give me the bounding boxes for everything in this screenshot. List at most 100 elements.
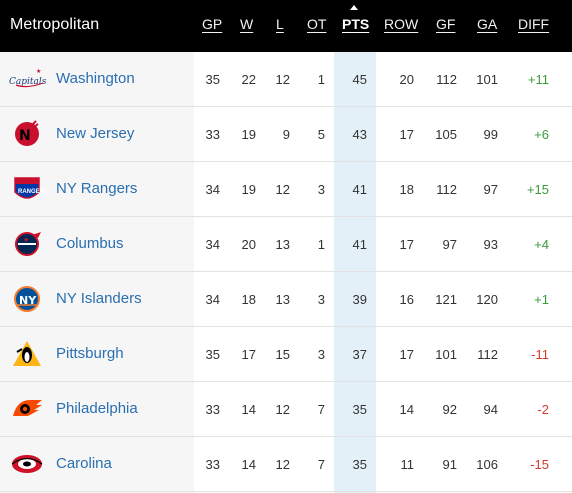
cell-w: 14 (241, 402, 256, 417)
table-row: ★ Columbus 34 20 13 1 41 17 97 93 +4 (0, 217, 572, 272)
team-name-link[interactable]: NY Rangers (56, 180, 138, 197)
cell-pts: 37 (352, 347, 367, 362)
cell-diff: +4 (534, 237, 549, 252)
cell-ot: 1 (317, 72, 325, 87)
team-name-link[interactable]: Washington (56, 70, 135, 87)
cell-gf: 97 (442, 237, 457, 252)
cell-l: 13 (275, 237, 290, 252)
col-header-row[interactable]: ROW (384, 16, 419, 32)
cell-ot: 3 (317, 347, 325, 362)
cell-gp: 34 (205, 292, 220, 307)
cell-pts: 41 (352, 237, 367, 252)
cell-diff: +15 (526, 182, 549, 197)
svg-text:★: ★ (36, 68, 41, 75)
cell-gp: 35 (205, 72, 220, 87)
cell-gf: 112 (436, 72, 457, 87)
cell-ga: 101 (476, 72, 498, 87)
cell-diff: +11 (527, 72, 549, 87)
cell-l: 12 (275, 402, 290, 417)
pts-column-highlight (334, 52, 376, 493)
cell-ga: 99 (483, 127, 498, 142)
cell-gp: 33 (205, 127, 220, 142)
cell-w: 17 (241, 347, 256, 362)
svg-text:Capitals: Capitals (9, 77, 46, 87)
penguins-logo-icon[interactable] (8, 339, 46, 369)
cell-pts: 41 (352, 182, 367, 197)
col-header-ot[interactable]: OT (307, 16, 327, 32)
cell-ga: 106 (476, 457, 498, 472)
cell-gp: 33 (205, 402, 220, 417)
cell-diff: +6 (534, 127, 549, 142)
cell-pts: 45 (352, 72, 367, 87)
cell-gp: 34 (205, 237, 220, 252)
team-name-link[interactable]: New Jersey (56, 125, 135, 142)
table-row: Philadelphia 33 14 12 7 35 14 92 94 -2 (0, 382, 572, 437)
cell-row: 18 (399, 182, 414, 197)
capitals-logo-icon[interactable]: Capitals ★ (8, 64, 47, 94)
cell-ot: 3 (317, 182, 325, 197)
cell-ga: 97 (483, 182, 498, 197)
cell-diff: -11 (531, 347, 549, 362)
islanders-logo-icon[interactable]: NY (8, 284, 46, 314)
cell-gp: 33 (205, 457, 220, 472)
col-header-pts-label: PTS (342, 16, 370, 32)
col-header-pts[interactable]: PTS (342, 16, 369, 32)
cell-gp: 34 (205, 182, 220, 197)
cell-gf: 105 (435, 127, 457, 142)
cell-l: 13 (275, 292, 290, 307)
col-header-diff[interactable]: DIFF (518, 16, 550, 32)
cell-l: 15 (275, 347, 290, 362)
cell-ot: 7 (317, 457, 325, 472)
cell-gf: 92 (442, 402, 457, 417)
cell-row: 17 (399, 127, 414, 142)
cell-gf: 121 (435, 292, 457, 307)
cell-row: 17 (399, 237, 414, 252)
svg-text:RANGERS: RANGERS (18, 189, 46, 195)
rangers-logo-icon[interactable]: RANGERS (8, 174, 48, 204)
cell-w: 19 (241, 182, 256, 197)
cell-l: 12 (275, 457, 290, 472)
cell-w: 20 (241, 237, 256, 252)
cell-gf: 101 (435, 347, 457, 362)
hurricanes-logo-icon[interactable] (8, 449, 46, 479)
team-name-link[interactable]: NY Islanders (56, 290, 142, 307)
table-row: Pittsburgh 35 17 15 3 37 17 101 112 -11 (0, 327, 572, 382)
team-name-link[interactable]: Philadelphia (56, 400, 138, 417)
table-row: NY NY Islanders 34 18 13 3 39 16 121 120 +1 (0, 272, 572, 327)
cell-w: 18 (241, 292, 256, 307)
cell-pts: 43 (352, 127, 367, 142)
svg-text:N: N (19, 128, 31, 144)
cell-ga: 120 (476, 292, 498, 307)
cell-l: 9 (282, 127, 290, 142)
table-header: Metropolitan GP W L OT PTS ROW GF GA DIF… (0, 0, 572, 52)
cell-row: 11 (400, 457, 415, 472)
cell-w: 19 (241, 127, 256, 142)
svg-text:NY: NY (19, 294, 37, 307)
col-header-gf[interactable]: GF (436, 16, 456, 32)
cell-gp: 35 (205, 347, 220, 362)
col-header-l[interactable]: L (276, 16, 284, 32)
team-name-link[interactable]: Carolina (56, 455, 112, 472)
team-name-link[interactable]: Pittsburgh (56, 345, 124, 362)
cell-ga: 112 (477, 347, 498, 362)
devils-logo-icon[interactable]: N (8, 119, 46, 149)
cell-row: 14 (399, 402, 414, 417)
col-header-w[interactable]: W (240, 16, 254, 32)
cell-l: 12 (275, 182, 290, 197)
division-title: Metropolitan (10, 16, 100, 33)
cell-ot: 1 (317, 237, 325, 252)
cell-gf: 91 (442, 457, 457, 472)
cell-pts: 35 (352, 402, 367, 417)
cell-l: 12 (275, 72, 290, 87)
cell-ot: 5 (317, 127, 325, 142)
blue-jackets-logo-icon[interactable]: ★ (8, 229, 46, 259)
col-header-gp[interactable]: GP (202, 16, 223, 32)
col-header-ga[interactable]: GA (477, 16, 498, 32)
table-row: N New Jersey 33 19 9 5 43 17 105 99 +6 (0, 107, 572, 162)
flyers-logo-icon[interactable] (8, 394, 46, 424)
team-name-link[interactable]: Columbus (56, 235, 124, 252)
cell-ga: 93 (483, 237, 498, 252)
cell-gf: 112 (436, 182, 457, 197)
cell-ot: 7 (317, 402, 325, 417)
